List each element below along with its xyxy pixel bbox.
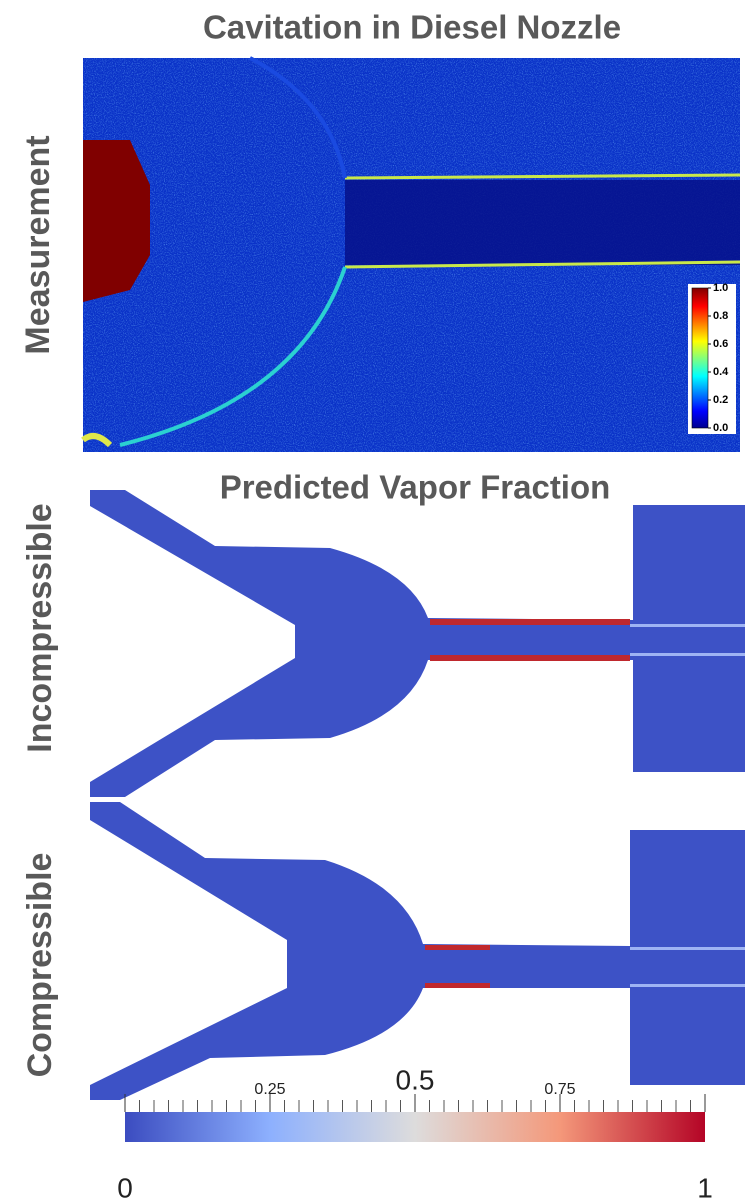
colorbar-tick-label: 0.6 <box>713 338 728 350</box>
colorbar-tick-label: 1.0 <box>713 282 728 294</box>
colorbar-tick-label: 0.5 <box>396 1064 435 1095</box>
figure: Cavitation in Diesel Nozzle Measurement … <box>0 0 755 1204</box>
incompressible-geometry <box>90 490 745 797</box>
colorbar-tick-label: 0.75 <box>544 1081 575 1098</box>
colorbar-tick-label: 0.4 <box>713 366 729 378</box>
colorbar-tick-label: 1 <box>697 1172 713 1203</box>
colorbar-tick-label: 0.2 <box>713 394 728 406</box>
panel-label: Incompressible <box>21 503 59 752</box>
panel-label: Compressible <box>21 853 59 1078</box>
colorbar-tick-label: 0.25 <box>254 1081 285 1098</box>
compressible-geometry <box>90 802 745 1100</box>
measurement-image <box>83 58 740 452</box>
title: Cavitation in Diesel Nozzle <box>203 9 621 46</box>
subtitle: Predicted Vapor Fraction <box>220 469 611 506</box>
colorbar <box>125 1112 705 1142</box>
panel-label: Measurement <box>19 135 57 354</box>
colorbar-tick-label: 0 <box>117 1172 133 1203</box>
colorbar-tick-label: 0.0 <box>713 422 728 434</box>
colorbar-tick-label: 0.8 <box>713 310 728 322</box>
